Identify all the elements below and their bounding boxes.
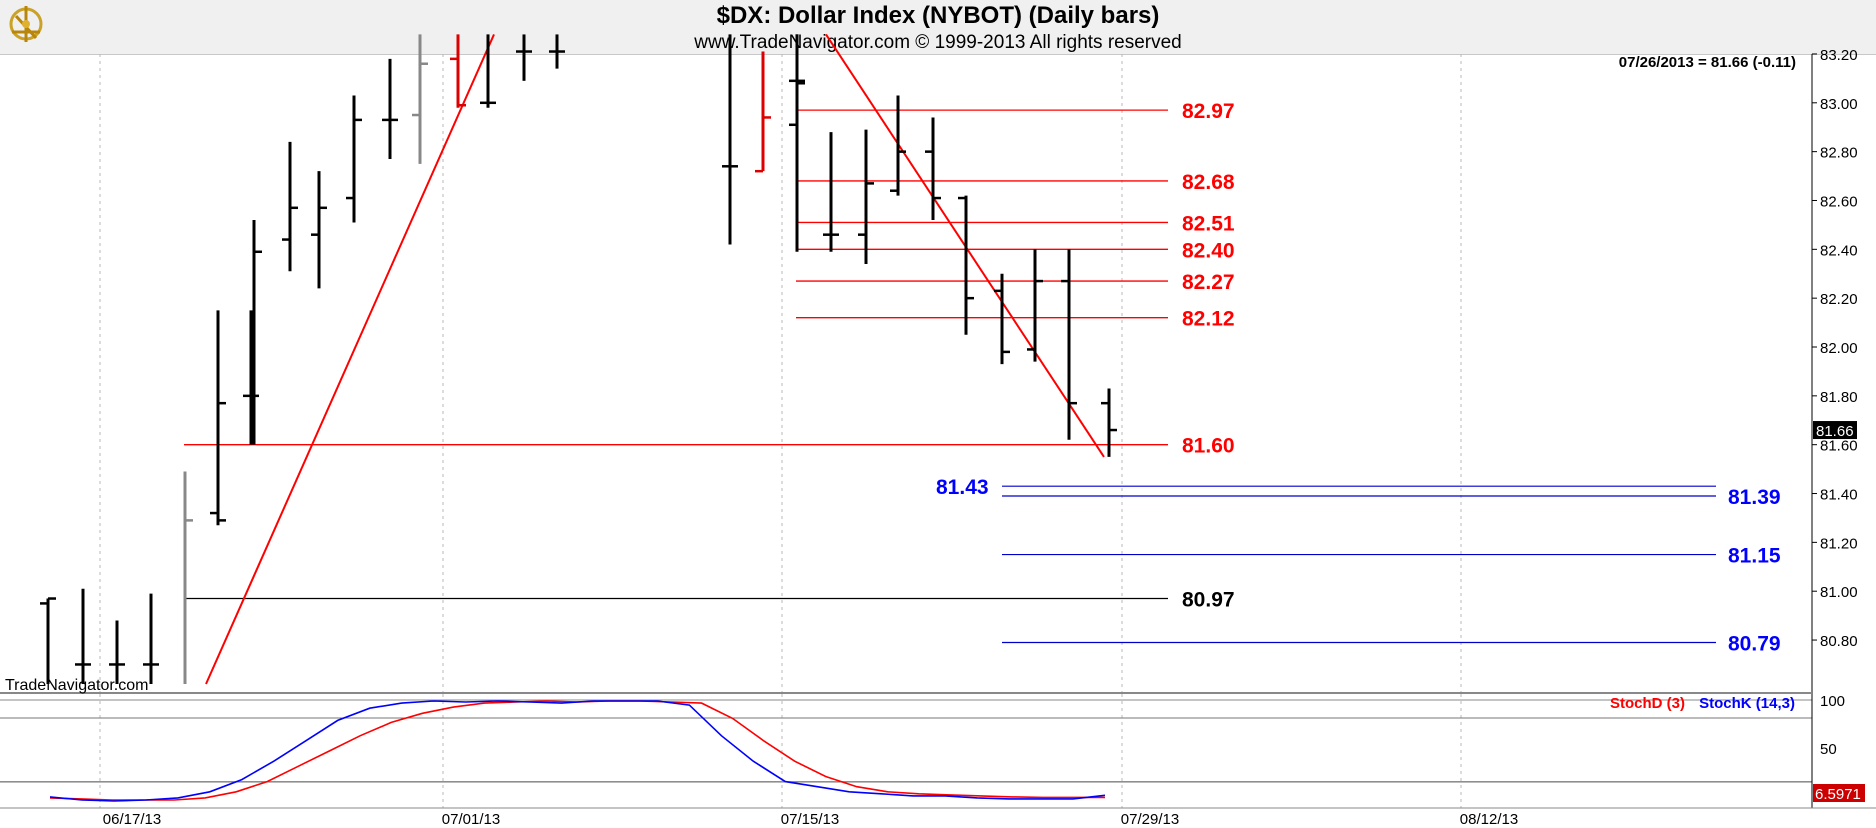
stoch-axis-label: 50 (1820, 741, 1837, 758)
resistance-level-label: 82.51 (1182, 212, 1235, 235)
price-axis-label: 81.80 (1820, 389, 1858, 406)
ohlc-bar (549, 34, 565, 69)
chart-title: $DX: Dollar Index (NYBOT) (Daily bars) (716, 2, 1160, 29)
stoch-value-box (1813, 784, 1865, 802)
ohlc-bar (75, 588, 91, 684)
price-axis-label: 80.80 (1820, 633, 1858, 650)
trendlines (205, 33, 1105, 685)
price-axis-label: 82.40 (1820, 242, 1858, 259)
price-bars (40, 34, 1117, 684)
price-axis-label: 82.20 (1820, 291, 1858, 308)
ohlc-bar (143, 593, 159, 684)
ohlc-bar (1027, 249, 1043, 362)
chart-header: $DX: Dollar Index (NYBOT) (Daily bars) w… (0, 0, 1876, 55)
ohlc-bar (216, 310, 226, 518)
target-level-label: 80.79 (1728, 632, 1781, 655)
current-price-box (1813, 421, 1857, 440)
resistance-level-label: 81.60 (1182, 435, 1235, 458)
resistance-level-label: 82.12 (1182, 308, 1235, 331)
ohlc-bar (858, 129, 874, 264)
target-level-label: 81.39 (1728, 486, 1781, 509)
stoch-axis-label: 100 (1820, 693, 1845, 710)
target-level-label: 81.15 (1728, 545, 1781, 568)
price-axis-label: 83.20 (1820, 47, 1858, 64)
price-axis-label: 82.60 (1820, 193, 1858, 210)
price-axis-label: 83.00 (1820, 96, 1858, 113)
price-axis-label: 82.00 (1820, 340, 1858, 357)
price-axis-label: 81.20 (1820, 535, 1858, 552)
resistance-level-label: 82.97 (1182, 100, 1235, 123)
sextant-logo-icon (9, 6, 43, 42)
ohlc-bar (958, 195, 974, 335)
date-axis-label: 08/12/13 (1460, 811, 1518, 828)
copyright-notice: www.TradeNavigator.com © 1999-2013 All r… (694, 32, 1182, 53)
ohlc-bar (755, 51, 771, 173)
ohlc-bar (109, 620, 125, 684)
price-axis-label: 81.60 (1820, 438, 1858, 455)
stoch-legend-k: StochK (14,3) (1699, 695, 1795, 712)
watermark-label: TradeNavigator.com (5, 677, 148, 694)
ohlc-bar (994, 273, 1010, 365)
ohlc-bar (311, 171, 327, 289)
ohlc-bar (346, 95, 362, 223)
ohlc-bar (480, 34, 496, 108)
price-axis-label: 81.00 (1820, 584, 1858, 601)
date-axis-label: 07/29/13 (1121, 811, 1179, 828)
stoch-legend-d: StochD (3) (1610, 695, 1685, 712)
ohlc-bar (890, 95, 906, 196)
price-axis-label: 81.40 (1820, 487, 1858, 504)
last-quote-label: 07/26/2013 = 81.66 (-0.11) (1619, 54, 1796, 71)
target-level-label: 81.43 (936, 476, 989, 499)
level-lines: 82.97 82.68 82.51 82.40 82.27 82.12 81.60 80.97… (184, 100, 1781, 655)
resistance-level-label: 82.27 (1182, 271, 1235, 294)
resistance-level-label: 82.68 (1182, 171, 1235, 194)
ohlc-bar (282, 141, 298, 272)
ohlc-bar (1061, 249, 1077, 440)
current-price-label: 81.66 (1816, 423, 1854, 440)
axes: 83.20 83.00 82.80 82.60 82.40 82.20 82.00 81.80… (0, 47, 1876, 828)
date-axis-label: 07/01/13 (442, 811, 500, 828)
ohlc-bar (925, 117, 941, 221)
resistance-level-label: 82.40 (1182, 239, 1235, 262)
stochastic-panel: 100 50 6.5971 StochD (3) StochK (14,3) (0, 693, 1865, 803)
stoch-series-line (49, 700, 1106, 802)
ohlc-bar (40, 597, 56, 684)
stoch-value-label: 6.5971 (1815, 786, 1861, 803)
ohlc-bar (450, 34, 466, 108)
ohlc-bar (1101, 388, 1117, 457)
date-axis-label: 06/17/13 (103, 811, 161, 828)
ohlc-bar (722, 34, 738, 245)
ohlc-bar (252, 220, 262, 445)
chart-grid (99, 54, 1462, 808)
ohlc-bar (382, 58, 398, 159)
ohlc-bar (789, 34, 805, 252)
ohlc-bar (516, 34, 532, 81)
ohlc-bar (823, 132, 839, 252)
date-axis-label: 07/15/13 (781, 811, 839, 828)
ohlc-bar (243, 310, 259, 445)
stoch-series-line (49, 700, 1105, 801)
price-axis-label: 82.80 (1820, 145, 1858, 162)
ohlc-bar (412, 34, 428, 164)
ohlc-bar (183, 471, 193, 684)
support-level-label: 80.97 (1182, 589, 1235, 612)
uptrend-line (205, 34, 495, 685)
